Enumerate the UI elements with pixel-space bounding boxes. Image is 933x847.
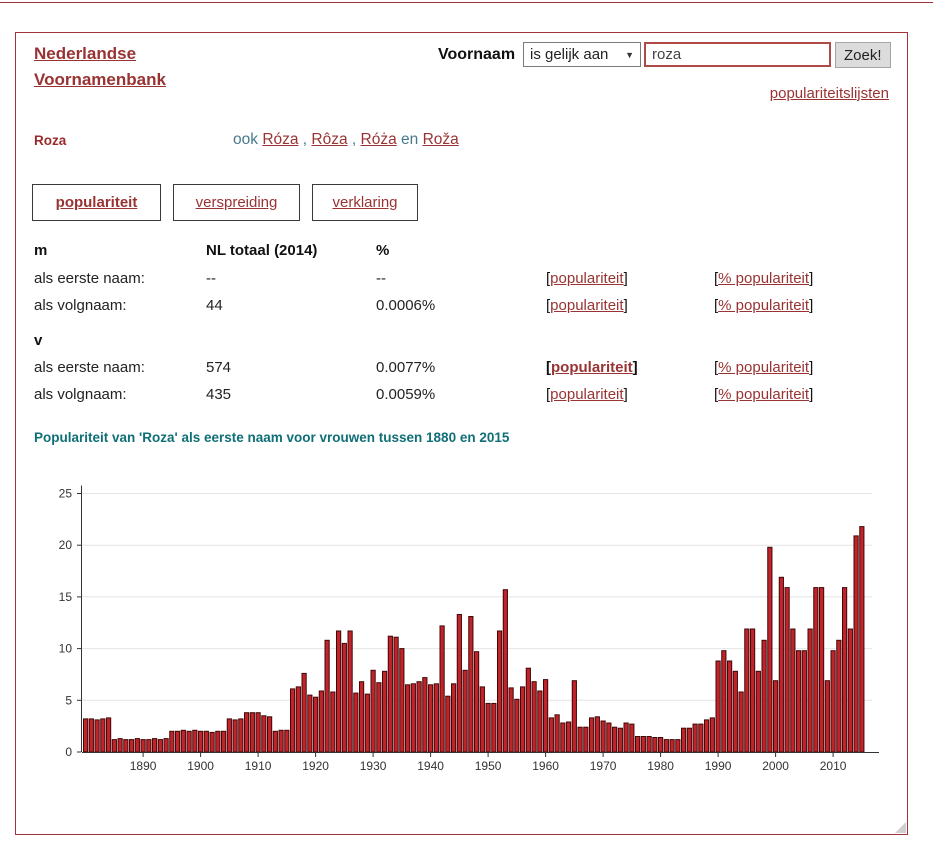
pct-populariteit-link[interactable]: [% populariteit]: [714, 359, 814, 376]
stats-row-m-volgnaam: als volgnaam: 44 0.0006% [populariteit] …: [16, 297, 886, 316]
svg-text:1890: 1890: [130, 759, 157, 773]
search-operator-value: is gelijk aan: [530, 46, 609, 63]
populariteit-link[interactable]: [populariteit]: [546, 386, 628, 403]
col-total-header: NL totaal (2014): [206, 242, 318, 259]
tab-populariteit[interactable]: populariteit: [32, 184, 161, 221]
svg-text:2000: 2000: [762, 759, 789, 773]
variant-separator: ,: [347, 131, 361, 148]
row-label: als eerste naam:: [34, 359, 145, 376]
svg-text:2010: 2010: [820, 759, 847, 773]
variant-separator: ,: [298, 131, 312, 148]
row-pct: 0.0077%: [376, 359, 436, 376]
bars: [83, 526, 865, 753]
row-total: --: [206, 270, 216, 287]
name-variants-row: ook Róza , Rôza , Róża en Roža: [233, 131, 459, 149]
svg-text:1980: 1980: [647, 759, 674, 773]
col-pct-header: %: [376, 242, 390, 259]
pct-populariteit-link[interactable]: [% populariteit]: [714, 297, 814, 314]
gender-m-label: m: [34, 242, 48, 259]
populariteit-link[interactable]: [populariteit]: [546, 270, 628, 287]
stats-header-v: v: [16, 332, 886, 351]
row-label: als eerste naam:: [34, 270, 145, 287]
stats-row-v-volgnaam: als volgnaam: 435 0.0059% [populariteit]…: [16, 386, 886, 405]
row-pct: 0.0059%: [376, 386, 436, 403]
tab-verklaring[interactable]: verklaring: [312, 184, 418, 221]
svg-text:1910: 1910: [245, 759, 272, 773]
chart-container: 0 5 10 15 20 25 1890 1900 1910 1920 1930 1940 1950 19…: [16, 461, 909, 811]
row-pct: --: [376, 270, 386, 287]
row-total: 435: [206, 386, 232, 403]
search-input[interactable]: [644, 42, 831, 67]
populariteit-link-active[interactable]: [populariteit]: [546, 359, 638, 376]
popularity-lists-link[interactable]: populariteitslijsten: [769, 85, 889, 102]
axes: [81, 485, 879, 753]
search-operator-select[interactable]: is gelijk aan ▼: [523, 42, 641, 67]
variant-link-3[interactable]: Róża: [360, 131, 397, 148]
row-total: 44: [206, 297, 223, 314]
also-word: ook: [233, 131, 258, 148]
stats-header-m: m NL totaal (2014) %: [16, 242, 886, 261]
tab-verspreiding-label: verspreiding: [195, 194, 278, 211]
search-button[interactable]: Zoek!: [835, 42, 891, 68]
search-field-label: Voornaam: [438, 46, 516, 63]
stats-row-v-eerste: als eerste naam: 574 0.0077% [popularite…: [16, 359, 886, 378]
pct-populariteit-link[interactable]: [% populariteit]: [714, 270, 814, 287]
y-axis-labels: 0 5 10 15 20 25: [59, 487, 81, 759]
svg-text:1900: 1900: [187, 759, 214, 773]
row-total: 574: [206, 359, 232, 376]
and-word: en: [401, 131, 419, 148]
name-title: Roza: [34, 133, 67, 148]
popularity-chart: 0 5 10 15 20 25 1890 1900 1910 1920 1930 1940 1950 19…: [59, 485, 879, 773]
site-logo-link[interactable]: Nederlandse Voornamenbank: [34, 41, 166, 93]
chart-title: Populariteit van 'Roza' als eerste naam …: [34, 430, 510, 445]
tab-populariteit-label: populariteit: [55, 194, 138, 211]
svg-text:10: 10: [59, 642, 73, 656]
variant-link-2[interactable]: Rôza: [311, 131, 348, 148]
resize-grip-icon: [895, 822, 906, 833]
populariteit-link[interactable]: [populariteit]: [546, 297, 628, 314]
svg-text:1950: 1950: [475, 759, 502, 773]
x-axis-labels: 1890 1900 1910 1920 1930 1940 1950 1960 1970 1980…: [130, 753, 847, 773]
svg-text:25: 25: [59, 487, 73, 501]
svg-text:1960: 1960: [532, 759, 559, 773]
svg-text:1920: 1920: [302, 759, 329, 773]
row-label: als volgnaam:: [34, 297, 127, 314]
svg-text:0: 0: [65, 745, 72, 759]
variant-link-1[interactable]: Róza: [262, 131, 299, 148]
logo-line1: Nederlandse: [34, 44, 137, 63]
gender-v-label: v: [34, 332, 43, 349]
svg-text:5: 5: [65, 693, 72, 707]
pct-populariteit-link[interactable]: [% populariteit]: [714, 386, 814, 403]
svg-text:1940: 1940: [417, 759, 444, 773]
svg-text:1930: 1930: [360, 759, 387, 773]
svg-text:1990: 1990: [705, 759, 732, 773]
variant-link-4[interactable]: Roža: [422, 131, 459, 148]
page-container: Nederlandse Voornamenbank Voornaam is ge…: [15, 32, 908, 835]
site-top-border: [0, 2, 933, 3]
svg-text:1970: 1970: [590, 759, 617, 773]
row-pct: 0.0006%: [376, 297, 436, 314]
tab-verspreiding[interactable]: verspreiding: [173, 184, 300, 221]
svg-text:15: 15: [59, 590, 73, 604]
tab-verklaring-label: verklaring: [332, 194, 398, 211]
row-label: als volgnaam:: [34, 386, 127, 403]
svg-text:20: 20: [59, 538, 73, 552]
stats-row-m-eerste: als eerste naam: -- -- [populariteit] [%…: [16, 270, 886, 289]
logo-line2: Voornamenbank: [34, 70, 166, 89]
chevron-down-icon: ▼: [625, 49, 634, 60]
